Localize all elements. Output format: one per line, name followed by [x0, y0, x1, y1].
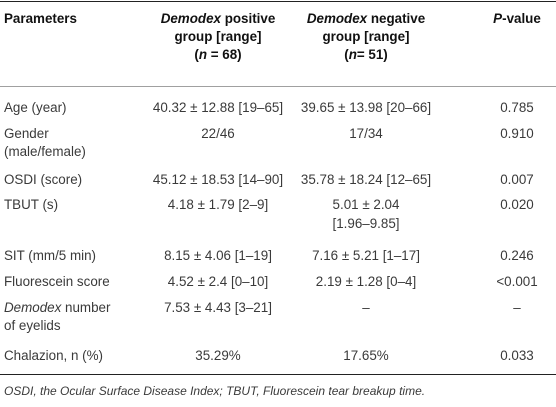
row-tbut-positive: 4.18 ± 1.79 [2–9] — [167, 197, 269, 212]
row-gender-positive: 22/46 — [201, 126, 235, 141]
row-osdi-p: 0.007 — [500, 172, 534, 187]
row-fluorescein-p: <0.001 — [496, 274, 538, 289]
row-demodex-negative: – — [362, 300, 370, 315]
header-negative-rest: negative — [367, 11, 426, 26]
row-demodex-param-italic: Demodex — [4, 300, 62, 315]
row-sit-negative: 7.16 ± 5.21 [1–17] — [312, 248, 420, 263]
row-age-positive: 40.32 ± 12.88 [19–65] — [152, 100, 284, 115]
header-negative-line2: group [range] — [322, 29, 410, 44]
row-age-param: Age (year) — [4, 100, 67, 115]
row-demodex-positive: 7.53 ± 4.43 [3–21] — [164, 300, 272, 315]
row-sit-p: 0.246 — [500, 248, 534, 263]
row-tbut-negative-line2: [1.96–9.85] — [332, 216, 400, 231]
row-chalazion-positive: 35.29% — [195, 348, 241, 363]
row-osdi-param: OSDI (score) — [4, 172, 83, 187]
header-p-rest: -value — [502, 11, 541, 26]
row-chalazion-negative: 17.65% — [343, 348, 389, 363]
row-gender-param-line2: (male/female) — [4, 144, 86, 159]
row-osdi-positive: 45.12 ± 18.53 [14–90] — [152, 172, 284, 187]
table-top-rule — [0, 1, 556, 2]
header-positive-line2: group [range] — [174, 29, 262, 44]
row-fluorescein-positive: 4.52 ± 2.4 [0–10] — [167, 274, 269, 289]
row-demodex-param: Demodex number — [4, 299, 154, 316]
header-negative-n-italic: n — [348, 47, 357, 62]
header-positive-italic: Demodex — [160, 11, 221, 26]
row-age-negative: 39.65 ± 13.98 [20–66] — [300, 100, 432, 115]
row-fluorescein-negative: 2.19 ± 1.28 [0–4] — [315, 274, 417, 289]
row-tbut-param: TBUT (s) — [4, 197, 59, 212]
header-positive-line1: Demodex positive — [150, 10, 286, 27]
row-chalazion-param: Chalazion, n (%) — [4, 348, 103, 363]
table-footnote: OSDI, the Ocular Surface Disease Index; … — [4, 384, 426, 398]
header-rule — [0, 86, 556, 87]
header-parameters: Parameters — [4, 11, 77, 26]
header-positive-rest: positive — [220, 11, 276, 26]
row-sit-positive: 8.15 ± 4.06 [1–19] — [164, 248, 272, 263]
row-gender-p: 0.910 — [500, 126, 534, 141]
row-age-p: 0.785 — [500, 100, 534, 115]
header-negative-italic: Demodex — [306, 11, 368, 26]
row-osdi-negative: 35.78 ± 18.24 [12–65] — [300, 172, 432, 187]
row-tbut-p: 0.020 — [500, 197, 534, 212]
row-tbut-negative: 5.01 ± 2.04 — [332, 197, 400, 212]
header-positive-n: (n = 68) — [150, 46, 286, 63]
row-sit-param: SIT (mm/5 min) — [4, 248, 97, 263]
header-positive-n-italic: n — [198, 47, 208, 62]
row-fluorescein-param: Fluorescein score — [4, 274, 110, 289]
row-chalazion-p: 0.033 — [500, 348, 534, 363]
header-p-value: P-value — [482, 10, 552, 27]
header-positive-n-rest: = 68) — [207, 47, 242, 62]
header-negative-paren: ( — [344, 47, 349, 62]
header-negative-line1: Demodex negative — [294, 10, 438, 27]
row-gender-param: Gender — [4, 126, 49, 141]
table-bottom-rule — [0, 374, 556, 375]
row-demodex-param-rest: number — [61, 300, 111, 315]
header-p-italic: P — [493, 11, 503, 26]
row-demodex-p: – — [513, 300, 521, 315]
header-positive-paren: ( — [194, 47, 199, 62]
header-negative-n: (n= 51) — [294, 46, 438, 63]
header-negative-n-rest: = 51) — [356, 47, 388, 62]
row-demodex-param-line2: of eyelids — [4, 318, 61, 333]
row-gender-negative: 17/34 — [349, 126, 383, 141]
